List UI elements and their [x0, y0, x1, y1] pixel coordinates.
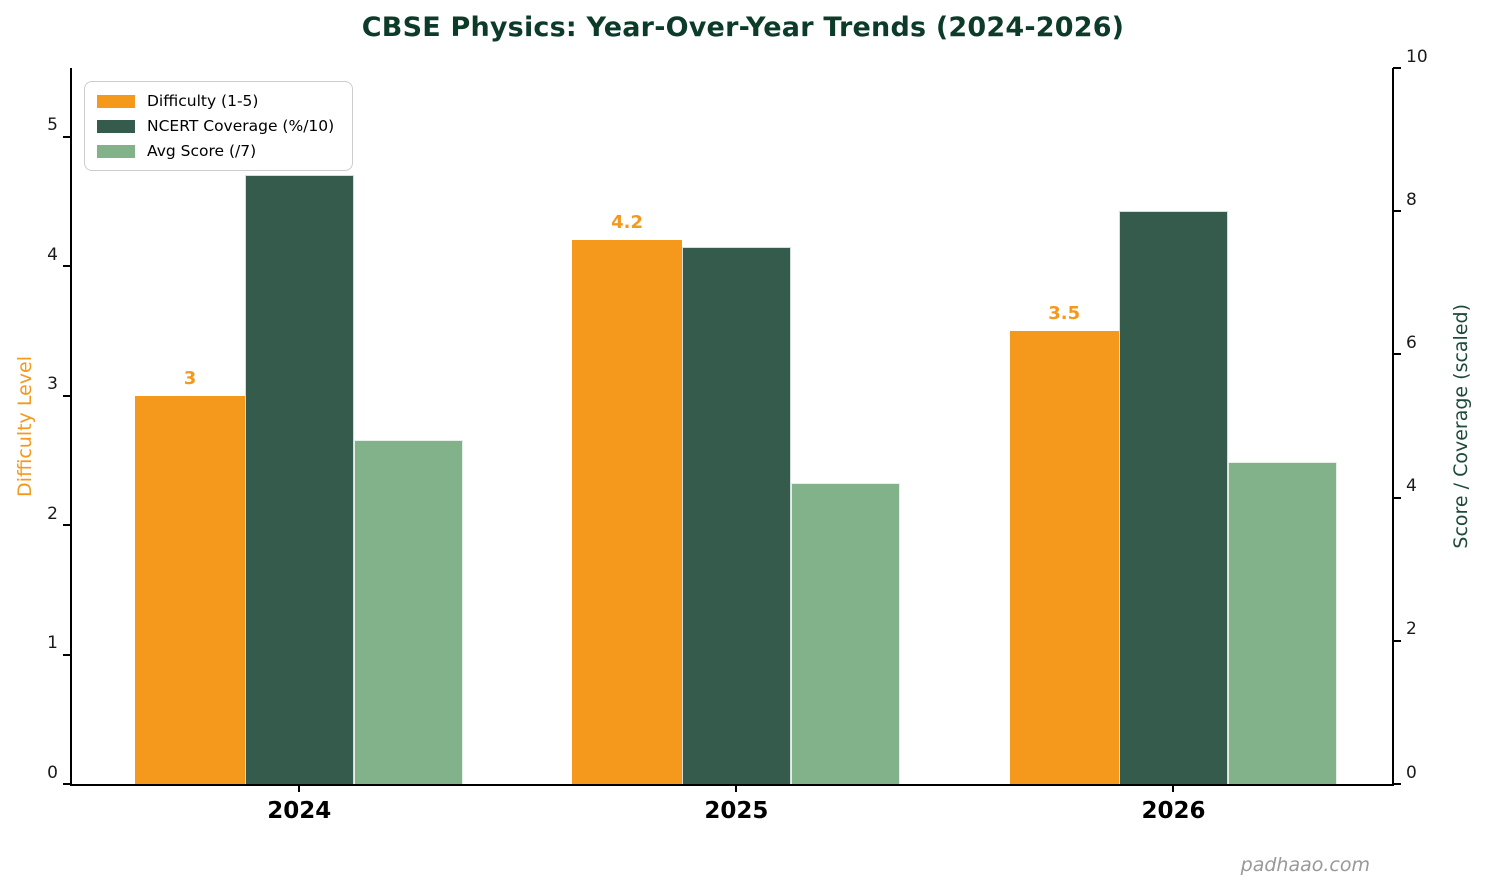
legend-label: NCERT Coverage (%/10) — [147, 117, 335, 135]
y-tick-left — [63, 524, 71, 527]
y-tick-label-right: 2 — [1406, 619, 1417, 640]
right-spine — [1392, 68, 1394, 784]
bottom-spine — [70, 784, 1394, 786]
value-label: 3 — [183, 367, 197, 389]
y-tick-label-left: 5 — [47, 115, 58, 136]
bar-avg-score-7 — [353, 440, 464, 784]
y-tick-right — [1393, 783, 1401, 785]
left-axis-label: Difficulty Level — [14, 355, 36, 497]
value-label: 4.2 — [611, 212, 644, 234]
bar-ncert-coverage-10 — [681, 247, 791, 784]
bar-avg-score-7 — [1228, 461, 1338, 784]
watermark: padhaao.com — [1240, 854, 1370, 876]
legend-label: Avg Score (/7) — [147, 142, 257, 160]
y-tick-right — [1393, 639, 1401, 642]
y-tick-right — [1393, 353, 1401, 356]
chart-title: CBSE Physics: Year-Over-Year Trends (202… — [361, 12, 1125, 43]
y-tick-label-right: 10 — [1406, 46, 1428, 67]
y-tick-label-left: 0 — [47, 762, 58, 783]
y-tick-label-right: 6 — [1406, 332, 1417, 353]
y-tick-left — [63, 783, 71, 785]
y-tick-left — [63, 135, 71, 138]
x-tick — [1172, 784, 1175, 792]
legend-item: Avg Score (/7) — [97, 142, 334, 160]
bar-difficulty-1-5 — [135, 395, 245, 784]
y-tick-left — [63, 653, 71, 656]
x-tick — [298, 784, 301, 792]
legend-swatch — [97, 144, 135, 158]
right-axis-label: Score / Coverage (scaled) — [1450, 303, 1472, 549]
value-label: 3.5 — [1048, 302, 1081, 324]
y-tick-left — [63, 265, 71, 268]
legend: Difficulty (1-5) NCERT Coverage (%/10) Avg… — [84, 81, 354, 171]
legend-swatch — [97, 94, 135, 108]
legend-label: Difficulty (1-5) — [147, 92, 259, 110]
y-tick-label-left: 2 — [47, 503, 58, 524]
y-tick-label-left: 3 — [47, 374, 58, 395]
bar-avg-score-7 — [791, 483, 901, 784]
bar-ncert-coverage-10 — [1118, 211, 1229, 784]
x-tick-label: 2026 — [1141, 798, 1206, 824]
x-tick-label: 2025 — [704, 798, 769, 824]
x-tick — [735, 784, 738, 792]
y-tick-label-right: 0 — [1406, 762, 1417, 783]
bar-ncert-coverage-10 — [244, 175, 354, 784]
legend-item: NCERT Coverage (%/10) — [97, 117, 334, 135]
bar-difficulty-1-5 — [1009, 330, 1119, 784]
y-tick-label-left: 4 — [47, 244, 58, 265]
y-tick-label-right: 8 — [1406, 189, 1417, 210]
legend-swatch — [97, 119, 135, 133]
y-tick-right — [1393, 210, 1401, 213]
y-tick-label-left: 1 — [47, 633, 58, 654]
y-tick-label-right: 4 — [1406, 476, 1417, 497]
x-tick-label: 2024 — [267, 798, 332, 824]
y-tick-left — [63, 394, 71, 397]
left-spine — [70, 68, 72, 784]
legend-item: Difficulty (1-5) — [97, 92, 334, 110]
y-tick-right — [1393, 67, 1401, 69]
plot-area: Difficulty (1-5) NCERT Coverage (%/10) Avg… — [47, 47, 1427, 825]
y-tick-right — [1393, 496, 1401, 499]
bar-difficulty-1-5 — [572, 240, 682, 784]
